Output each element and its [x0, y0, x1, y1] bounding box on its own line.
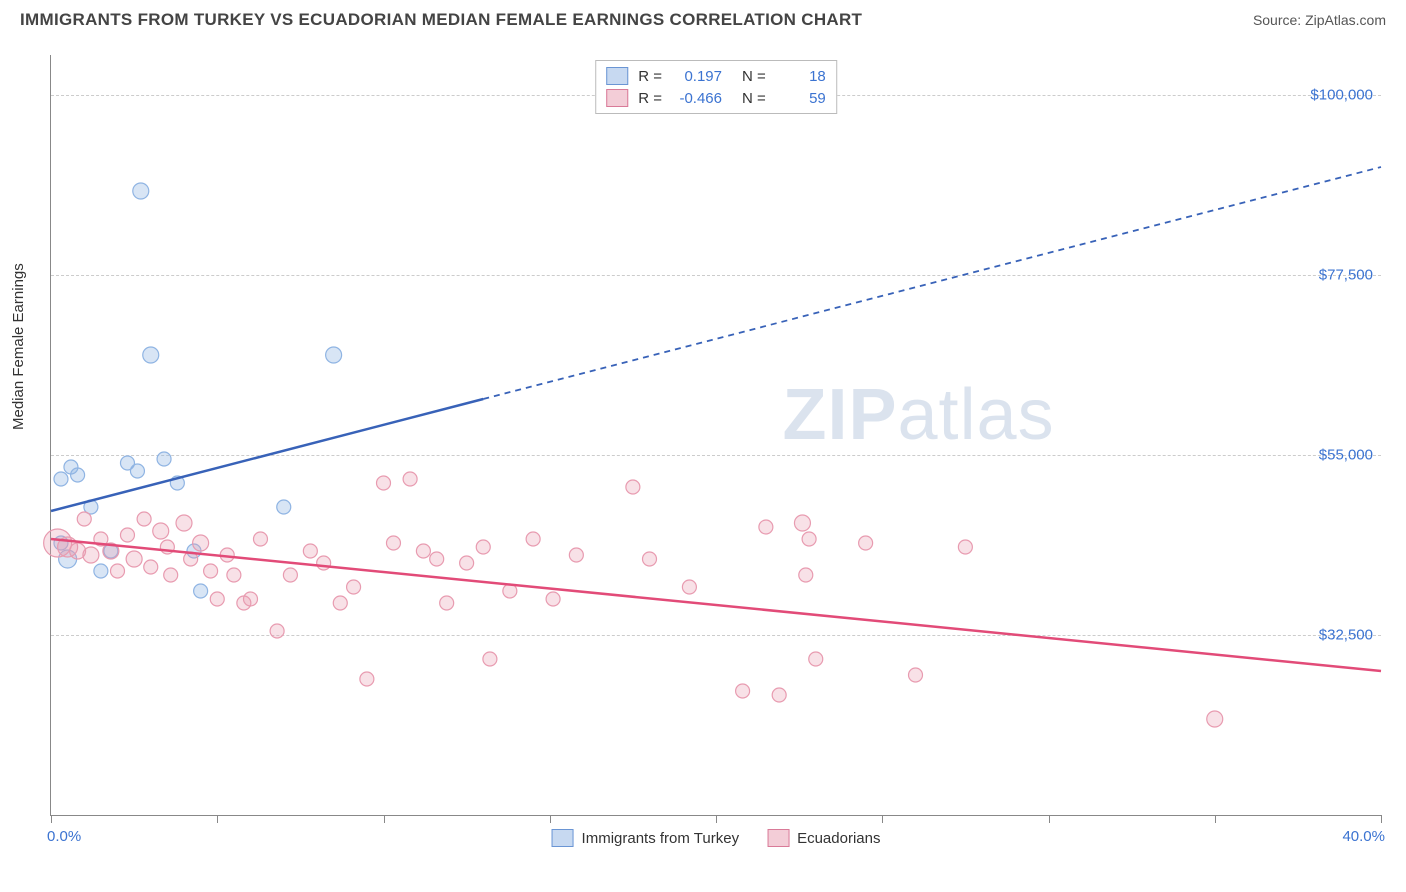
data-point	[204, 564, 218, 578]
data-point	[643, 552, 657, 566]
x-axis-max-label: 40.0%	[1342, 828, 1385, 845]
data-point	[526, 532, 540, 546]
x-tick	[882, 815, 883, 823]
data-point	[440, 596, 454, 610]
data-point	[210, 592, 224, 606]
chart-plot-area: ZIPatlas $32,500$55,000$77,500$100,000 R…	[50, 55, 1381, 816]
data-point	[77, 512, 91, 526]
data-point	[71, 468, 85, 482]
swatch-ecuadorians	[606, 89, 628, 107]
swatch-turkey	[606, 67, 628, 85]
data-point	[333, 596, 347, 610]
data-point	[483, 652, 497, 666]
data-point	[120, 528, 134, 542]
data-point	[859, 536, 873, 550]
x-tick	[51, 815, 52, 823]
data-point	[176, 515, 192, 531]
data-point	[772, 688, 786, 702]
data-point	[759, 520, 773, 534]
data-point	[377, 476, 391, 490]
data-point	[270, 624, 284, 638]
data-point	[546, 592, 560, 606]
swatch-turkey-icon	[552, 829, 574, 847]
data-point	[360, 672, 374, 686]
data-point	[137, 512, 151, 526]
x-axis-min-label: 0.0%	[47, 828, 81, 845]
legend-row-turkey: R = 0.197 N = 18	[606, 65, 826, 87]
data-point	[326, 347, 342, 363]
x-tick	[716, 815, 717, 823]
data-point	[794, 515, 810, 531]
x-tick	[550, 815, 551, 823]
data-point	[227, 568, 241, 582]
data-point	[277, 500, 291, 514]
data-point	[144, 560, 158, 574]
x-tick	[384, 815, 385, 823]
data-point	[54, 472, 68, 486]
data-point	[403, 472, 417, 486]
data-point	[736, 684, 750, 698]
data-point	[157, 452, 171, 466]
data-point	[193, 535, 209, 551]
data-point	[626, 480, 640, 494]
data-point	[802, 532, 816, 546]
chart-header: IMMIGRANTS FROM TURKEY VS ECUADORIAN MED…	[0, 0, 1406, 30]
source-label: Source: ZipAtlas.com	[1253, 12, 1386, 28]
correlation-legend: R = 0.197 N = 18 R = -0.466 N = 59	[595, 60, 837, 114]
data-point	[569, 548, 583, 562]
data-point	[133, 183, 149, 199]
data-point	[386, 536, 400, 550]
data-point	[460, 556, 474, 570]
data-point	[130, 464, 144, 478]
data-point	[283, 568, 297, 582]
data-point	[476, 540, 490, 554]
data-point	[799, 568, 813, 582]
trend-line	[51, 399, 483, 511]
trend-line-dashed	[483, 167, 1381, 399]
data-point	[83, 547, 99, 563]
x-tick	[1381, 815, 1382, 823]
data-point	[94, 564, 108, 578]
scatter-plot-svg	[51, 55, 1381, 815]
data-point	[958, 540, 972, 554]
legend-item-ecuadorians: Ecuadorians	[767, 829, 880, 847]
data-point	[111, 564, 125, 578]
legend-row-ecuadorians: R = -0.466 N = 59	[606, 87, 826, 109]
data-point	[126, 551, 142, 567]
data-point	[143, 347, 159, 363]
data-point	[909, 668, 923, 682]
data-point	[303, 544, 317, 558]
data-point	[194, 584, 208, 598]
x-tick	[1215, 815, 1216, 823]
x-tick	[217, 815, 218, 823]
x-tick	[1049, 815, 1050, 823]
data-point	[682, 580, 696, 594]
data-point	[809, 652, 823, 666]
data-point	[1207, 711, 1223, 727]
data-point	[153, 523, 169, 539]
data-point	[244, 592, 258, 606]
data-point	[347, 580, 361, 594]
data-point	[317, 556, 331, 570]
series-legend: Immigrants from Turkey Ecuadorians	[552, 829, 881, 847]
legend-item-turkey: Immigrants from Turkey	[552, 829, 740, 847]
data-point	[430, 552, 444, 566]
data-point	[416, 544, 430, 558]
chart-title: IMMIGRANTS FROM TURKEY VS ECUADORIAN MED…	[20, 10, 862, 30]
data-point	[164, 568, 178, 582]
swatch-ecuadorians-icon	[767, 829, 789, 847]
y-axis-label: Median Female Earnings	[10, 263, 27, 430]
data-point	[253, 532, 267, 546]
